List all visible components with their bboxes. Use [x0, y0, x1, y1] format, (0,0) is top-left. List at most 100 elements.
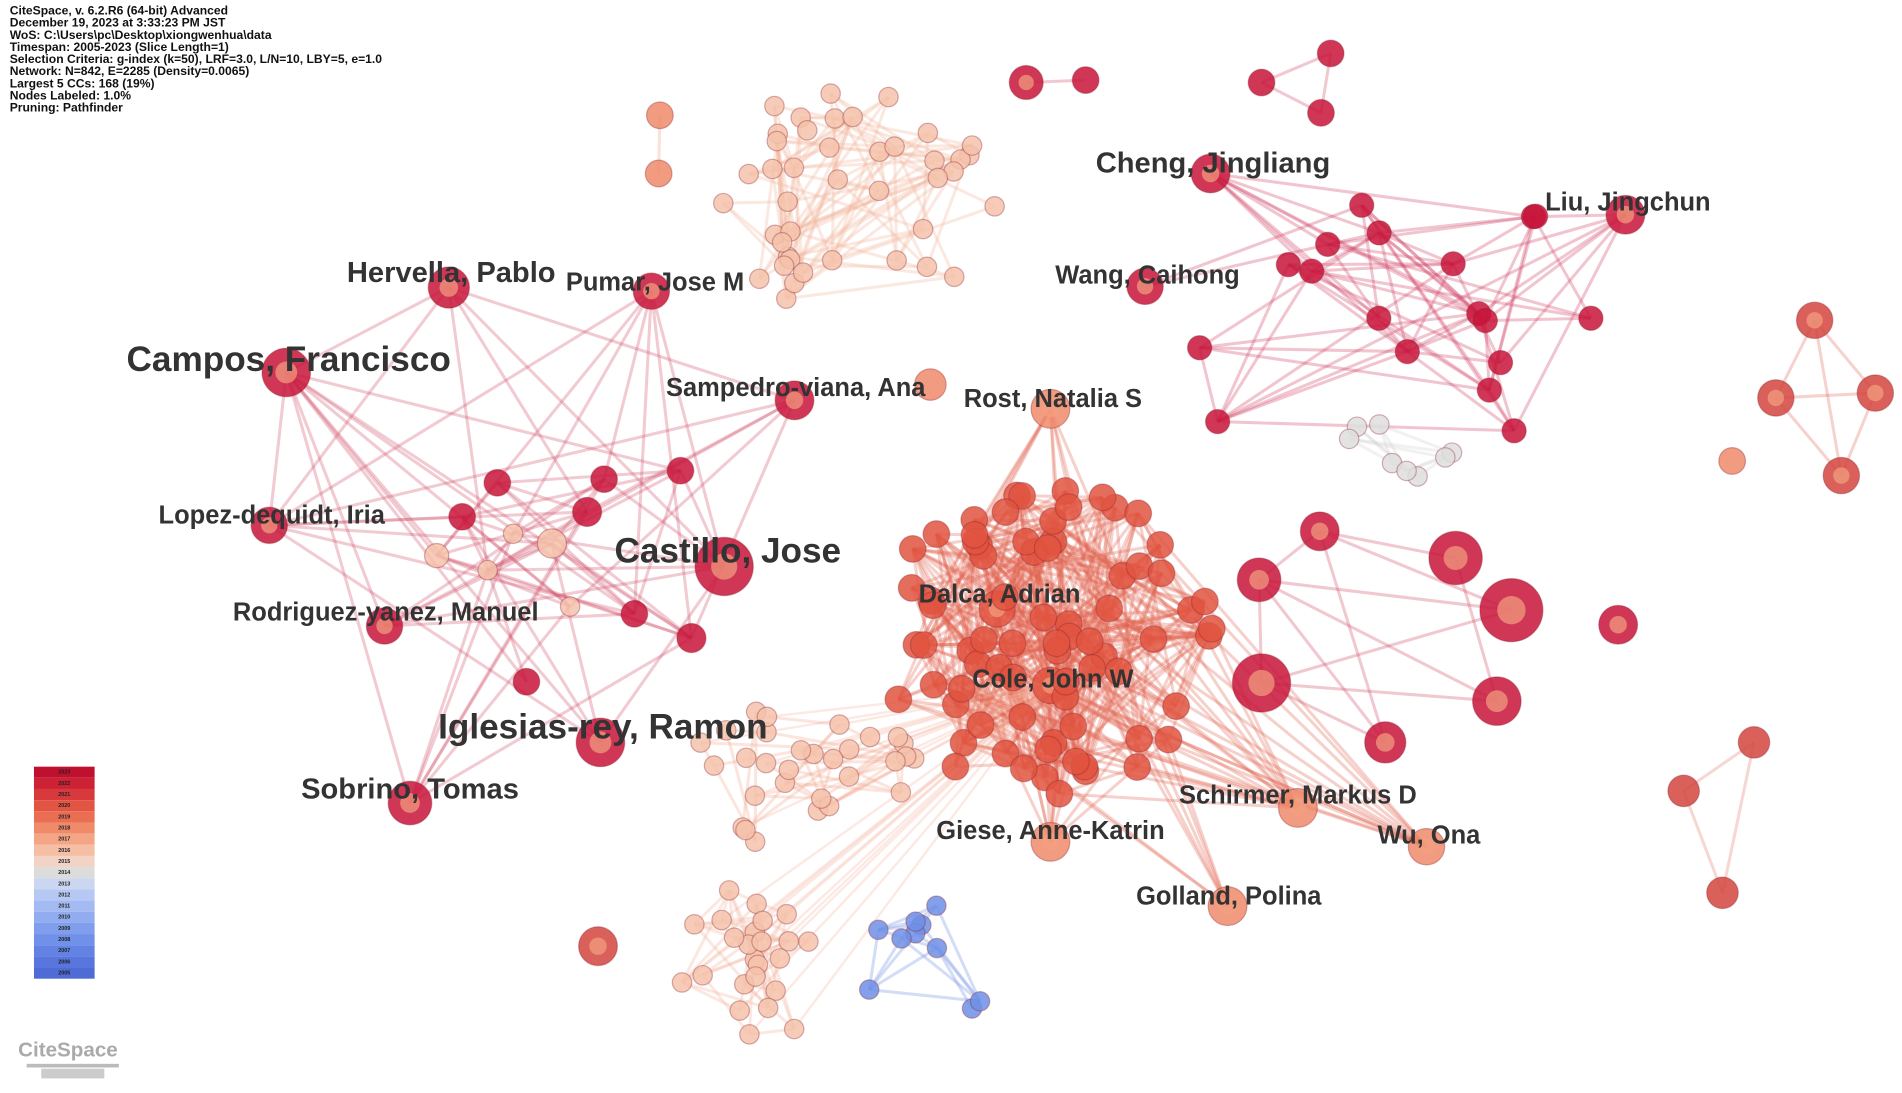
edge: [1209, 172, 1487, 322]
node: [723, 927, 745, 948]
legend-year: 2016: [58, 848, 70, 854]
node: [941, 752, 970, 781]
edge: [1360, 205, 1381, 319]
node: [858, 979, 880, 1000]
node-label: Sampedro-viana, Ana: [666, 374, 926, 402]
edge: [1136, 513, 1178, 707]
node: [778, 759, 800, 781]
edge: [1064, 695, 1299, 810]
node: [1078, 654, 1107, 682]
edge: [723, 200, 788, 205]
node-label: Wu, Ona: [1378, 822, 1482, 850]
node: [821, 249, 843, 271]
node: [1104, 657, 1133, 686]
edge: [978, 544, 1140, 568]
edge: [1198, 347, 1220, 422]
legend-swatch: [33, 855, 95, 868]
edge: [800, 684, 1051, 752]
node: [765, 980, 786, 1001]
node: [1088, 483, 1117, 512]
node-label: Iglesias-rey, Ramon: [438, 707, 768, 746]
node: [1123, 753, 1152, 781]
node: [1034, 735, 1063, 764]
node: [1139, 625, 1168, 653]
edge: [1209, 172, 1329, 246]
node: [927, 167, 949, 189]
edge: [1311, 262, 1454, 273]
node-ring: [1418, 838, 1435, 855]
node: [1440, 251, 1466, 277]
node: [744, 785, 766, 806]
node: [766, 130, 788, 152]
edge: [701, 974, 751, 1036]
edge: [792, 116, 855, 284]
edge: [285, 371, 528, 683]
node: [1307, 98, 1335, 127]
edge: [1378, 231, 1487, 322]
node: [745, 966, 766, 987]
edge: [1378, 423, 1453, 455]
edge: [848, 742, 905, 778]
logo-bar: [26, 1063, 119, 1068]
edge: [550, 543, 602, 743]
edge: [1012, 571, 1163, 679]
edge: [1032, 550, 1155, 641]
edge: [829, 92, 936, 163]
edge: [830, 151, 881, 261]
legend-year: 2015: [58, 859, 70, 865]
edge: [782, 116, 855, 267]
node: [999, 663, 1028, 692]
edge: [284, 371, 386, 627]
header-line: Timespan: 2005-2023 (Slice Length=1): [10, 40, 229, 54]
edge: [792, 117, 836, 169]
node-ring: [785, 391, 804, 410]
edge: [1209, 172, 1380, 320]
node: [885, 751, 906, 772]
edge: [1016, 494, 1124, 578]
node: [775, 288, 797, 309]
edge: [1682, 790, 1724, 894]
edge: [1117, 565, 1141, 672]
node: [914, 368, 947, 401]
edge: [1199, 312, 1479, 350]
edge: [1310, 269, 1491, 392]
edge: [773, 116, 854, 236]
edge: [757, 133, 780, 279]
edge: [820, 742, 905, 800]
edge: [1216, 270, 1314, 423]
node: [991, 583, 1019, 611]
edge: [1049, 683, 1428, 849]
edge: [929, 408, 1052, 602]
edge: [267, 372, 288, 526]
node: [690, 732, 711, 753]
edge: [754, 684, 1052, 961]
node: [666, 456, 695, 485]
node-label: Giese, Anne-Katrin: [936, 817, 1164, 845]
node: [512, 667, 541, 696]
node: [1578, 305, 1604, 331]
edge: [741, 711, 758, 828]
node: [1338, 428, 1360, 450]
edge: [720, 684, 1052, 922]
node: [1029, 603, 1058, 632]
edge: [1064, 490, 1155, 640]
edge: [776, 133, 834, 261]
node: [776, 903, 798, 925]
node-ring: [1311, 522, 1329, 541]
node-ring: [1867, 384, 1884, 402]
edge: [1021, 494, 1124, 577]
node: [752, 910, 773, 932]
edge: [851, 116, 929, 268]
node: [1718, 447, 1747, 475]
edge: [285, 371, 693, 640]
edge: [694, 912, 787, 926]
edge: [447, 286, 726, 568]
edge: [893, 146, 899, 261]
edge: [1318, 530, 1387, 743]
node: [790, 740, 812, 761]
edge: [869, 988, 981, 1003]
edge: [893, 145, 956, 278]
node-label: Cole, John W: [972, 665, 1134, 693]
node: [1162, 692, 1191, 721]
edge: [867, 929, 880, 990]
